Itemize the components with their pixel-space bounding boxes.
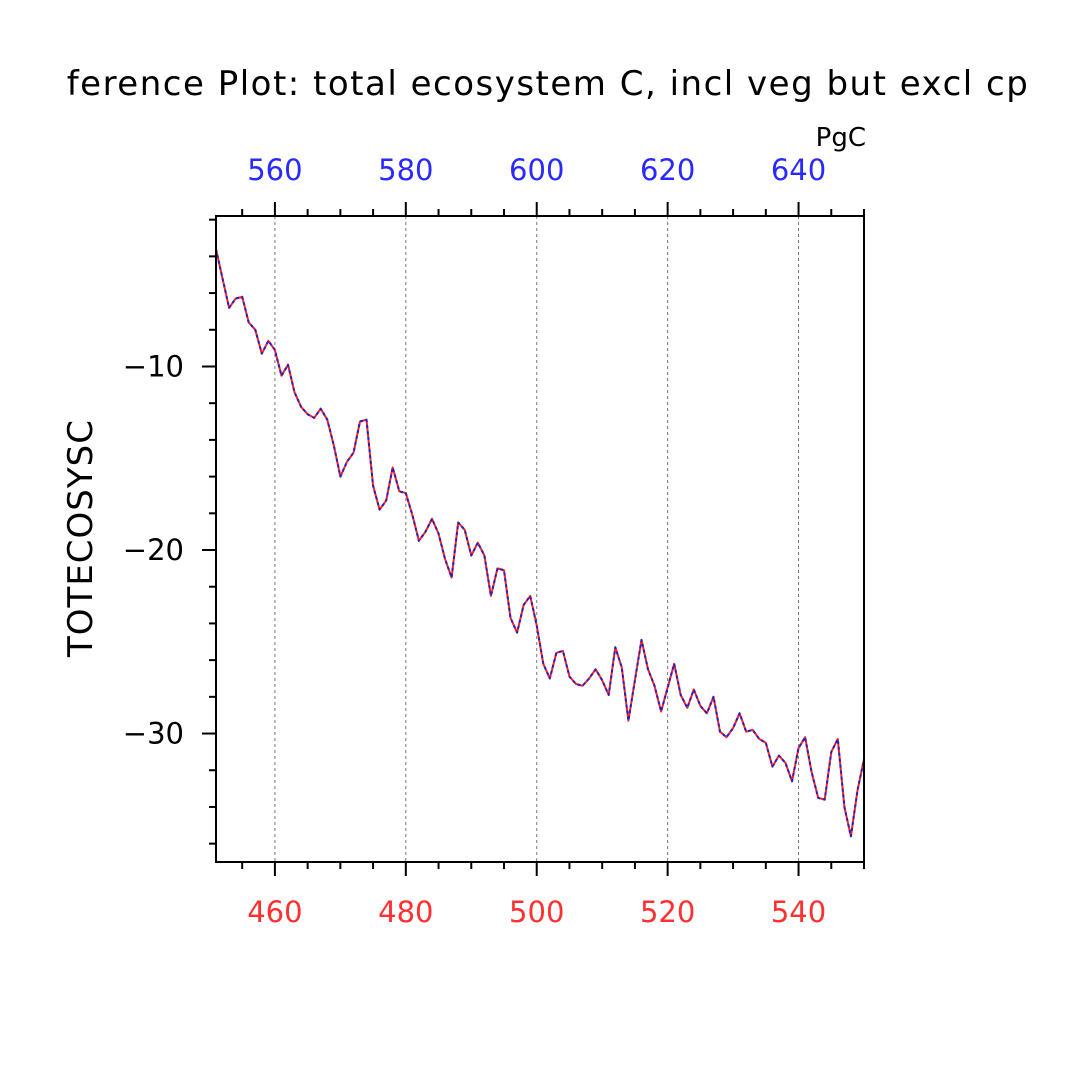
series-line-1 [215,248,865,838]
plot-frame [215,215,865,863]
axis-ticks [202,202,865,876]
top-tick-label: 640 [771,153,826,187]
bottom-tick-label: 500 [509,895,564,929]
series-lines [215,248,865,838]
bottom-tick-label: 460 [247,895,302,929]
top-tick-label: 580 [378,153,433,187]
bottom-tick-label: 520 [640,895,695,929]
vertical-gridlines [274,216,800,862]
bottom-tick-label: 540 [771,895,826,929]
top-tick-label: 560 [247,153,302,187]
bottom-tick-label: 480 [378,895,433,929]
left-tick-label: −30 [123,717,184,751]
plot-border [215,215,865,863]
series-line-2 [215,248,865,838]
left-tick-label: −10 [123,349,184,383]
top-tick-label: 600 [509,153,564,187]
chart-title: ference Plot: total ecosystem C, incl ve… [67,64,1030,104]
top-axis-unit-label: PgC [816,123,866,153]
top-tick-label: 620 [640,153,695,187]
y-axis-label: TOTECOSYSC [61,419,101,658]
left-tick-label: −20 [123,533,184,567]
axis-tick-labels: 460 480 500 520 540 560 580 600 620 640 −10 −20 −30 [123,153,826,929]
